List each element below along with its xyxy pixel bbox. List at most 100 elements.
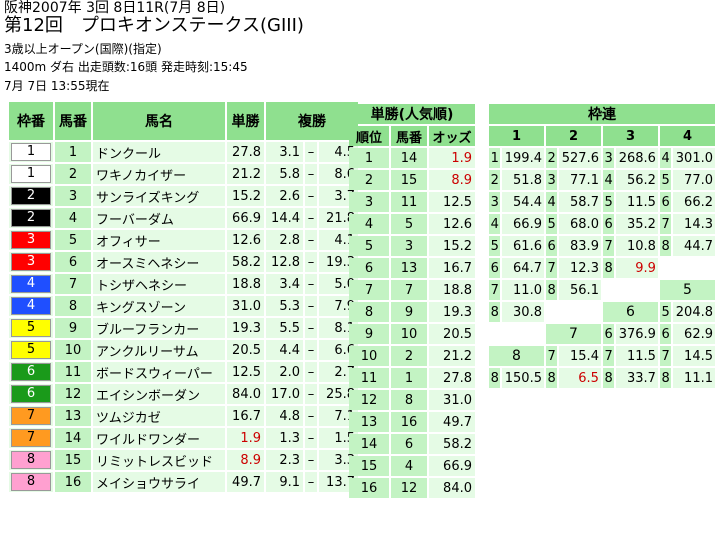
horse-name[interactable]: オフィサー — [93, 230, 225, 250]
waku-cell: 7 — [9, 406, 53, 426]
place-odds-low: 3.1 — [266, 142, 303, 162]
horse-name[interactable]: キングスゾーン — [93, 296, 225, 316]
place-odds-high: 21.8 — [319, 208, 358, 228]
place-odds-low: 5.5 — [266, 318, 303, 338]
bracket-odds: 30.8 — [502, 302, 544, 322]
horse-number: 5 — [55, 230, 91, 250]
place-odds-dash: – — [305, 340, 317, 360]
waku-number: 8 — [11, 473, 51, 491]
pop-rank: 5 — [349, 236, 389, 256]
bracket-partner: 7 — [602, 346, 615, 366]
pop-rank: 13 — [349, 412, 389, 432]
pop-horse-number: 11 — [391, 192, 427, 212]
win-odds: 19.3 — [227, 318, 264, 338]
bracket-group-label: 7 — [545, 324, 601, 344]
bracket-odds: 11.1 — [673, 368, 715, 388]
horse-name[interactable]: ワイルドワンダー — [93, 428, 225, 448]
place-odds-dash: – — [305, 230, 317, 250]
table-row: 2 4 フーバーダム 66.9 14.4–21.8 — [9, 208, 358, 228]
bracket-odds: 150.5 — [502, 368, 544, 388]
horse-name[interactable]: ワキノカイザー — [93, 164, 225, 184]
bracket-blank — [545, 302, 601, 322]
race-title: 第12回 プロキオンステークス(GIII) — [4, 15, 304, 36]
bracket-partner: 2 — [489, 170, 501, 190]
bracket-odds: 6.5 — [559, 368, 601, 388]
place-odds-dash: – — [305, 274, 317, 294]
pop-rank: 10 — [349, 346, 389, 366]
popularity-table: 単勝(人気順) 順位 馬番 オッズ 1 14 1.9 2 15 8.9 3 11 12.5 4 5 1… — [347, 102, 477, 500]
bracket-partner: 6 — [602, 214, 615, 234]
pop-odds: 15.2 — [429, 236, 475, 256]
horse-number: 2 — [55, 164, 91, 184]
horse-number: 11 — [55, 362, 91, 382]
bracket-partner: 6 — [659, 324, 672, 344]
horse-name[interactable]: ボードスウィーパー — [93, 362, 225, 382]
horse-name[interactable]: メイショウサライ — [93, 472, 225, 492]
bracket-odds: 68.0 — [559, 214, 601, 234]
popularity-row: 1 14 1.9 — [349, 148, 475, 168]
win-odds: 31.0 — [227, 296, 264, 316]
bracket-row: 5 61.6 6 83.9 7 10.8 8 44.7 — [489, 236, 715, 256]
bracket-partner: 8 — [489, 302, 501, 322]
horse-number: 14 — [55, 428, 91, 448]
bracket-partner: 8 — [545, 368, 558, 388]
table-row: 2 3 サンライズキング 15.2 2.6–3.7 — [9, 186, 358, 206]
waku-cell: 4 — [9, 296, 53, 316]
place-odds-low: 17.0 — [266, 384, 303, 404]
win-odds: 21.2 — [227, 164, 264, 184]
bracket-row: 3 54.4 4 58.7 5 11.5 6 66.2 — [489, 192, 715, 212]
bracket-partner: 8 — [659, 236, 672, 256]
odds-table: 枠番 馬番 馬名 単勝 複勝 1 1 ドンクール 27.8 3.1–4.5 1 2 ワキノカイ… — [7, 100, 360, 494]
bracket-row: 8 150.5 8 6.5 8 33.7 8 11.1 — [489, 368, 715, 388]
horse-name[interactable]: トシザヘネシー — [93, 274, 225, 294]
race-date-line: 阪神2007年 3回 8日11R(7月 8日) — [4, 0, 226, 16]
pop-horse-number: 15 — [391, 170, 427, 190]
place-odds-dash: – — [305, 362, 317, 382]
horse-name[interactable]: リミットレスビッド — [93, 450, 225, 470]
bracket-group-label: 6 — [602, 302, 658, 322]
popularity-header: 順位 馬番 オッズ — [349, 126, 475, 146]
waku-cell: 2 — [9, 208, 53, 228]
bracket-quinella-table: 枠連 1 2 3 4 1 199.4 2 527.6 3 268.6 4 301.0 2 51.8… — [487, 102, 717, 390]
bracket-odds: 204.8 — [673, 302, 715, 322]
horse-name[interactable]: ドンクール — [93, 142, 225, 162]
pop-horse-number: 10 — [391, 324, 427, 344]
horse-name[interactable]: オースミヘネシー — [93, 252, 225, 272]
popularity-row: 11 1 27.8 — [349, 368, 475, 388]
bracket-partner: 7 — [659, 346, 672, 366]
horse-name[interactable]: エイシンボーダン — [93, 384, 225, 404]
pop-horse-number: 14 — [391, 148, 427, 168]
horse-name[interactable]: アンクルリーサム — [93, 340, 225, 360]
bracket-partner: 5 — [659, 302, 672, 322]
horse-name[interactable]: フーバーダム — [93, 208, 225, 228]
horse-name[interactable]: ブルーフランカー — [93, 318, 225, 338]
pop-odds: 49.7 — [429, 412, 475, 432]
bracket-partner: 7 — [602, 236, 615, 256]
pop-horse-number: 2 — [391, 346, 427, 366]
pop-horse-number: 5 — [391, 214, 427, 234]
bracket-row: 4 66.9 5 68.0 6 35.2 7 14.3 — [489, 214, 715, 234]
place-odds-low: 1.3 — [266, 428, 303, 448]
pop-odds: 12.5 — [429, 192, 475, 212]
bracket-odds: 62.9 — [673, 324, 715, 344]
bracket-odds: 14.5 — [673, 346, 715, 366]
bracket-row: 8 7 15.4 7 11.5 7 14.5 — [489, 346, 715, 366]
win-odds: 15.2 — [227, 186, 264, 206]
waku-cell: 1 — [9, 142, 53, 162]
table-row: 5 10 アンクルリーサム 20.5 4.4–6.6 — [9, 340, 358, 360]
pop-odds: 84.0 — [429, 478, 475, 498]
col-header-rank: 順位 — [349, 126, 389, 146]
col-header-name: 馬名 — [93, 102, 225, 140]
table-row: 7 14 ワイルドワンダー 1.9 1.3–1.5 — [9, 428, 358, 448]
bracket-partner: 8 — [659, 368, 672, 388]
horse-name[interactable]: ツムジカゼ — [93, 406, 225, 426]
bracket-row: 6 64.7 7 12.3 8 9.9 — [489, 258, 715, 278]
waku-number: 6 — [11, 385, 51, 403]
popularity-row: 16 12 84.0 — [349, 478, 475, 498]
bracket-odds: 268.6 — [616, 148, 658, 168]
place-odds-dash: – — [305, 318, 317, 338]
table-row: 1 1 ドンクール 27.8 3.1–4.5 — [9, 142, 358, 162]
bracket-odds: 11.5 — [616, 346, 658, 366]
pop-odds: 20.5 — [429, 324, 475, 344]
horse-name[interactable]: サンライズキング — [93, 186, 225, 206]
